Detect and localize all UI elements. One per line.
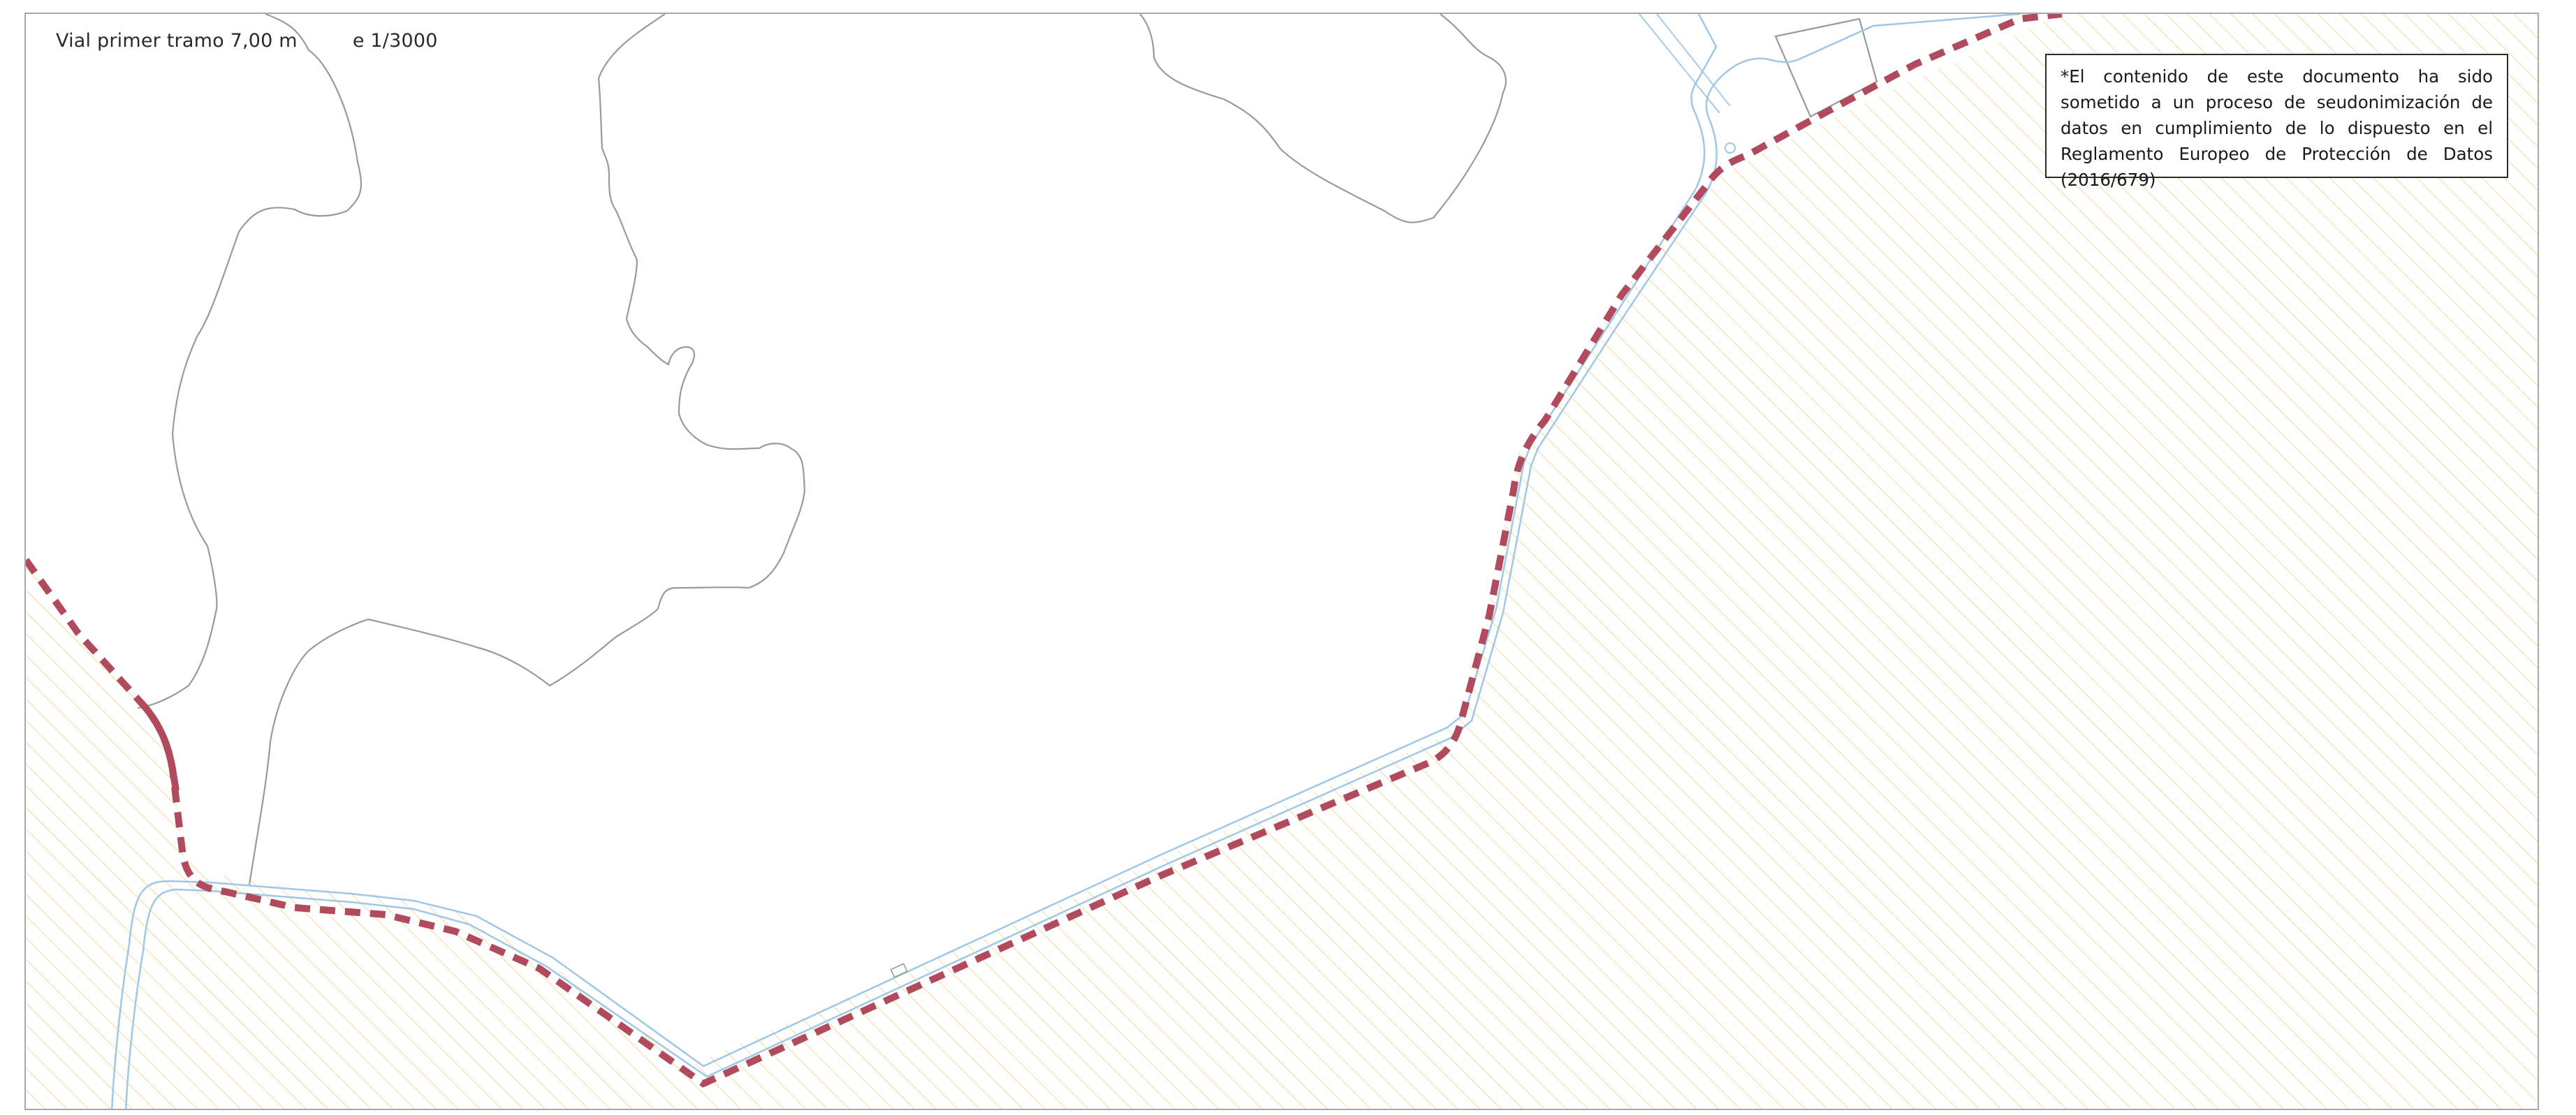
hatched-area bbox=[26, 14, 2538, 1109]
boundary-line-segment bbox=[142, 704, 180, 791]
map-title: Vial primer tramo 7,00 m e 1/3000 bbox=[56, 30, 438, 52]
road bbox=[110, 14, 2021, 1109]
contour-lines bbox=[137, 14, 1878, 885]
data-protection-notice: *El contenido de este documento ha sido … bbox=[2045, 54, 2508, 190]
map-frame: Vial primer tramo 7,00 m e 1/3000 *El co… bbox=[24, 13, 2539, 1110]
notice-text: *El contenido de este documento ha sido … bbox=[2061, 66, 2493, 190]
map-canvas bbox=[26, 14, 2538, 1109]
